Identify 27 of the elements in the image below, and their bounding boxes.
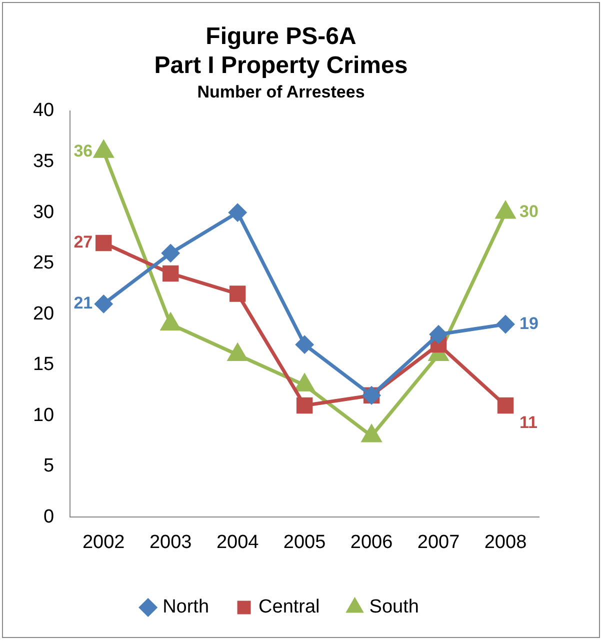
legend-label: Central [258, 596, 320, 618]
x-tick-label: 2007 [417, 532, 460, 553]
data-label: 36 [74, 141, 93, 160]
data-label: 30 [520, 202, 538, 222]
data-label: 27 [74, 232, 93, 252]
data-label: 11 [520, 413, 538, 432]
x-tick-label: 2004 [216, 532, 260, 553]
x-tick-label: 2002 [82, 532, 125, 553]
y-tick-label: 20 [32, 303, 54, 324]
data-label: 21 [74, 294, 93, 313]
data-label: 19 [520, 314, 538, 333]
y-tick-label: 0 [44, 506, 54, 528]
legend-label: South [369, 596, 419, 618]
chart-title: Figure PS-6A Part I Property Crimes [154, 23, 408, 79]
y-tick-label: 30 [32, 202, 54, 223]
y-tick-label: 25 [32, 252, 54, 274]
y-tick-label: 5 [44, 456, 54, 477]
legend-label: North [162, 596, 210, 618]
y-tick-label: 40 [32, 100, 54, 122]
y-tick-label: 10 [32, 404, 54, 426]
x-tick-label: 2003 [149, 532, 192, 553]
x-tick-label: 2005 [283, 532, 326, 553]
y-tick-label: 35 [32, 151, 54, 172]
y-tick-label: 15 [32, 354, 54, 376]
x-tick-label: 2006 [350, 532, 393, 553]
chart-subtitle: Number of Arrestees [197, 82, 365, 102]
x-tick-label: 2008 [484, 532, 527, 553]
